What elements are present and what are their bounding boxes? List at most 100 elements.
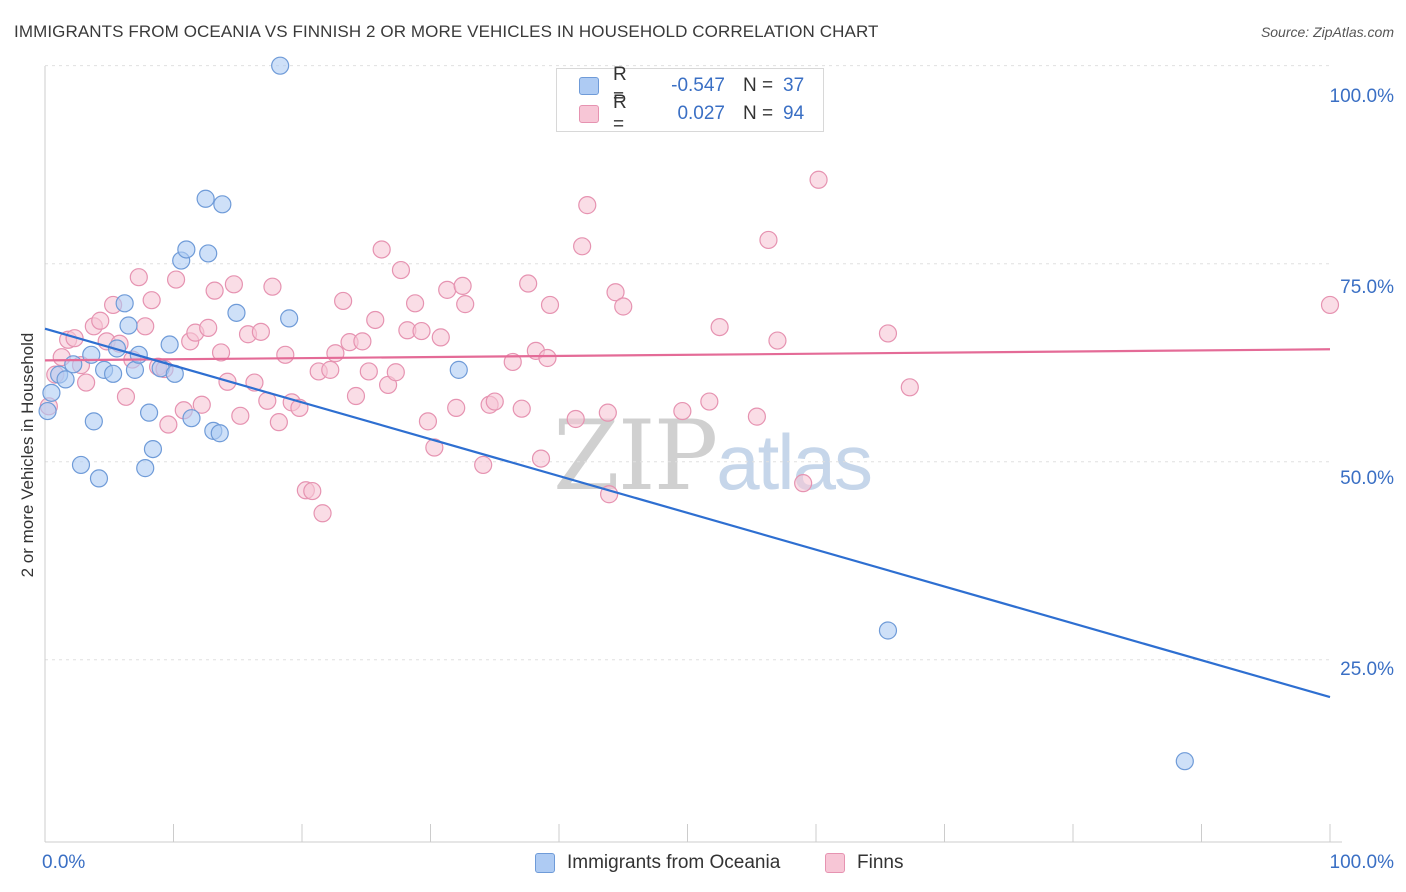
oceania-point [878,621,898,640]
finns-point [606,283,625,302]
r-value: -0.547 [671,75,725,96]
finns-point [199,318,218,337]
finns-point [431,328,450,347]
oceania-point [227,303,246,322]
finns-point [673,401,692,421]
finns-point [263,277,282,296]
oceania-point [143,439,163,459]
correlation-legend: R = -0.547 N = 37 R = 0.027 N = 94 [556,64,824,135]
finns-point [116,387,136,406]
oceania-point [119,316,138,335]
oceania-point [139,403,159,422]
finns-point [231,406,250,425]
finns-point [346,386,366,406]
oceania-point [84,412,103,431]
legend-item-finns[interactable]: Finns [825,852,903,874]
finns-point [447,398,466,417]
legend-label: Finns [857,852,904,873]
oceania-point [160,335,179,354]
legend-swatch-pink [579,105,599,123]
finns-point [540,295,560,315]
oceania-point [449,360,468,379]
finns-point [386,363,405,382]
y-tick-label: 100.0% [1329,86,1394,107]
finns-point [276,345,295,364]
finns-points [39,170,1340,523]
finns-point [418,412,438,431]
oceania-point [271,56,290,75]
trend-lines [44,327,1331,699]
finns-point [710,317,729,337]
finns-point [425,438,444,457]
finns-point [438,280,457,299]
oceania-point [104,364,123,383]
oceania-point [42,383,61,402]
y-tick-label: 25.0% [1340,659,1394,680]
finns-point [700,392,719,411]
legend-item-oceania[interactable]: Immigrants from Oceania [535,852,780,874]
legend-label: Immigrants from Oceania [567,852,781,873]
finns-point [303,481,322,501]
finns-point [166,270,186,289]
legend-swatch-blue [579,77,599,95]
y-tick-label: 75.0% [1340,277,1394,298]
finns-point [211,343,231,362]
finns-point [136,317,155,336]
n-value: 94 [783,103,805,124]
chart-title: IMMIGRANTS FROM OCEANIA VS FINNISH 2 OR … [14,22,879,41]
oceania-point [177,240,196,259]
finns-trend-line [44,348,1331,362]
oceania-point [38,401,57,421]
oceania-point [196,189,215,208]
finns-point [334,291,353,311]
finns-point [900,378,919,397]
finns-point [512,399,531,418]
oceania-point [56,370,75,389]
finns-point [566,409,585,429]
finns-point [485,392,504,411]
finns-point [614,297,633,316]
r-value: 0.027 [677,103,725,124]
n-label: N = [743,75,774,96]
finns-point [321,360,340,379]
finns-point [391,260,411,280]
oceania-point [125,360,145,379]
oceania-point [64,355,83,374]
oceania-points [38,56,1194,771]
finns-point [573,237,592,256]
finns-point [353,332,372,351]
finns-point [453,276,472,296]
oceania-trend-line [44,327,1331,699]
finns-point [747,407,766,426]
finns-point [372,240,391,259]
oceania-point [210,424,229,443]
y-tick-label: 50.0% [1340,468,1394,489]
oceania-point [199,244,218,263]
finns-point [129,268,148,287]
oceania-point [136,459,155,478]
finns-point [598,403,617,422]
finns-point [326,344,345,363]
n-value: 37 [783,75,805,96]
finns-point [224,275,243,294]
oceania-point [1175,752,1194,771]
legend-swatch-pink [825,853,845,873]
finns-point [313,504,332,523]
finns-point [578,196,597,215]
finns-point [192,395,211,414]
finns-point [794,474,813,493]
r-label: R = [613,92,627,135]
legend-row-oceania: R = -0.547 N = 37 [579,64,805,107]
watermark: ZIPatlas [553,400,873,512]
finns-point [456,295,475,314]
finns-point [412,321,431,341]
gridlines [45,65,1330,661]
source-credit: Source: ZipAtlas.com [1260,24,1394,40]
oceania-point [115,294,134,313]
finns-point [474,455,493,475]
series-legend: Immigrants from Oceania Finns [0,852,1406,878]
finns-point [142,291,161,310]
y-axis-label: 2 or more Vehicles in Household [18,332,37,578]
legend-row-finns: R = 0.027 N = 94 [579,92,805,135]
